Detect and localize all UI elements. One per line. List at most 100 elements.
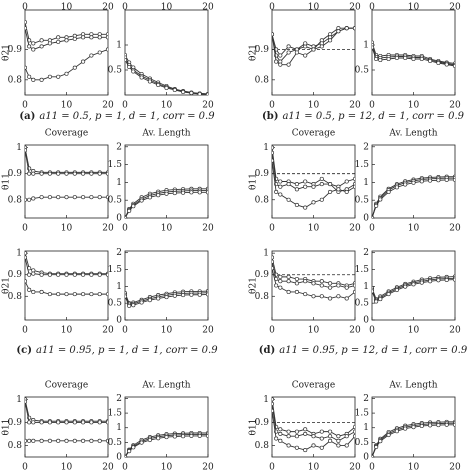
marker bbox=[352, 424, 355, 430]
y-tick-label: 0.5 bbox=[355, 299, 370, 309]
y-tick-label: 1 bbox=[16, 143, 22, 153]
marker bbox=[31, 196, 36, 201]
axes-frame bbox=[124, 250, 209, 321]
y-tick-label: 0.9 bbox=[8, 45, 23, 55]
marker bbox=[303, 427, 308, 432]
plot-area bbox=[372, 274, 455, 304]
marker bbox=[352, 283, 355, 288]
marker bbox=[336, 187, 341, 192]
marker bbox=[47, 272, 52, 277]
y-tick-label: 1 bbox=[363, 178, 369, 188]
axes-frame bbox=[124, 144, 209, 219]
marker bbox=[127, 303, 132, 308]
marker bbox=[56, 438, 61, 443]
marker bbox=[336, 29, 341, 34]
marker bbox=[189, 190, 194, 195]
marker bbox=[105, 171, 108, 176]
marker bbox=[39, 44, 44, 49]
marker bbox=[205, 292, 208, 297]
marker bbox=[164, 295, 169, 300]
marker bbox=[25, 65, 28, 70]
marker bbox=[286, 197, 291, 202]
marker bbox=[303, 448, 308, 453]
marker bbox=[394, 55, 399, 61]
marker bbox=[72, 65, 77, 70]
marker bbox=[311, 434, 316, 439]
x-tick-label: 0 bbox=[122, 3, 128, 13]
marker bbox=[419, 280, 424, 285]
marker bbox=[436, 278, 441, 283]
marker bbox=[374, 56, 379, 62]
y-tick-label: 1 bbox=[263, 395, 269, 405]
y-tick-label: 0.9 bbox=[8, 270, 23, 280]
marker bbox=[428, 423, 433, 428]
marker bbox=[372, 45, 375, 50]
axes-frame bbox=[271, 396, 356, 458]
marker bbox=[31, 289, 36, 295]
axes-frame bbox=[271, 250, 356, 321]
marker bbox=[278, 62, 283, 67]
marker bbox=[47, 195, 52, 200]
marker bbox=[278, 53, 283, 58]
marker bbox=[164, 85, 169, 91]
marker bbox=[444, 177, 449, 182]
y-tick-label: 1 bbox=[363, 423, 369, 433]
panel-title: Av. Length bbox=[141, 129, 190, 139]
marker bbox=[436, 178, 441, 183]
marker bbox=[272, 150, 275, 155]
marker bbox=[344, 296, 349, 301]
marker bbox=[428, 279, 433, 284]
y-tick-label: 0.5 bbox=[108, 66, 123, 76]
marker bbox=[81, 420, 86, 425]
marker bbox=[97, 50, 102, 55]
y-tick-label: 0.5 bbox=[108, 299, 123, 309]
plot-area bbox=[125, 289, 208, 308]
x-tick-label: 20 bbox=[449, 224, 461, 234]
marker bbox=[64, 195, 69, 200]
marker bbox=[286, 274, 291, 279]
caption-text: a11 = 0.95, p = 12, d = 1, corr = 0.9 bbox=[279, 345, 468, 356]
x-tick-label: 0 bbox=[122, 101, 128, 111]
marker bbox=[336, 283, 341, 288]
marker bbox=[272, 158, 275, 163]
marker bbox=[294, 50, 299, 55]
marker bbox=[139, 198, 144, 203]
series-line bbox=[272, 399, 355, 437]
marker bbox=[311, 443, 316, 448]
panel-title: Coverage bbox=[292, 129, 335, 139]
marker bbox=[403, 182, 408, 187]
plot-area bbox=[125, 186, 208, 218]
y-axis-label: θ11 bbox=[249, 419, 259, 436]
x-tick-label: 10 bbox=[61, 463, 73, 473]
axes-frame bbox=[24, 144, 109, 219]
y-tick-label: 0 bbox=[363, 214, 369, 224]
marker bbox=[64, 71, 69, 76]
marker bbox=[64, 38, 69, 43]
marker bbox=[25, 251, 28, 256]
marker bbox=[27, 171, 32, 176]
marker bbox=[27, 272, 32, 277]
y-tick-label: 1 bbox=[263, 143, 269, 153]
marker bbox=[272, 401, 275, 406]
marker bbox=[319, 44, 324, 49]
y-tick-label: 0 bbox=[116, 316, 122, 326]
marker bbox=[344, 189, 349, 194]
marker bbox=[319, 176, 324, 181]
marker bbox=[294, 276, 299, 282]
marker bbox=[72, 195, 77, 200]
marker bbox=[172, 87, 177, 93]
marker bbox=[64, 171, 69, 176]
marker bbox=[89, 438, 94, 443]
marker bbox=[411, 56, 416, 62]
axes-frame bbox=[24, 250, 109, 321]
marker bbox=[319, 182, 324, 187]
marker bbox=[156, 82, 161, 88]
marker bbox=[39, 38, 44, 43]
marker bbox=[47, 438, 52, 443]
x-tick-label: 10 bbox=[61, 101, 73, 111]
y-tick-label: 1 bbox=[16, 249, 22, 259]
plot-area bbox=[372, 40, 455, 69]
y-axis-label: θ21 bbox=[2, 277, 12, 294]
marker bbox=[31, 77, 36, 82]
